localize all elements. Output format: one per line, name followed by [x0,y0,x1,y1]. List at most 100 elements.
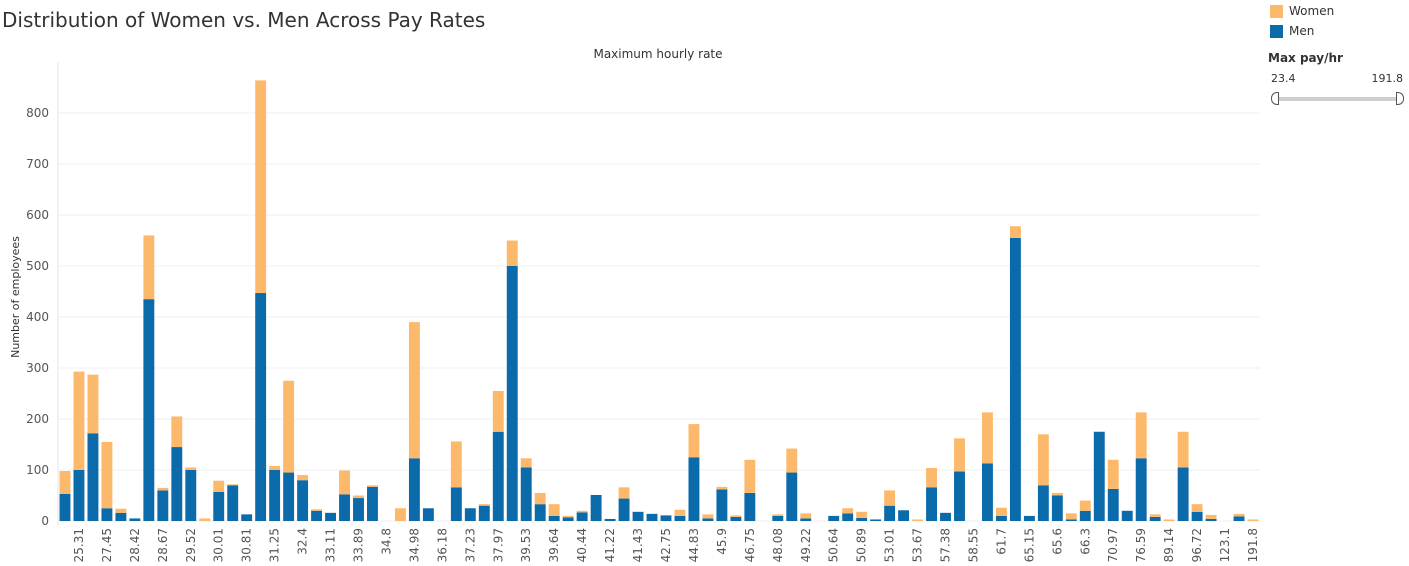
bar-men[interactable] [744,492,756,521]
bar-men[interactable] [1023,515,1035,521]
bar-women[interactable] [1177,431,1189,468]
bar-men[interactable] [255,293,267,521]
bar-men[interactable] [702,518,714,521]
bar-men[interactable] [297,480,309,521]
bar-men[interactable] [534,504,546,521]
bar-men[interactable] [241,514,253,521]
bar-women[interactable] [995,507,1007,516]
bar-men[interactable] [101,508,113,521]
bar-men[interactable] [1065,519,1077,521]
bar-men[interactable] [576,512,588,521]
legend-item-women[interactable]: Women [1270,2,1334,20]
bar-men[interactable] [143,299,155,521]
bar-men[interactable] [269,470,281,521]
bar-men[interactable] [548,515,560,521]
bar-men[interactable] [870,519,882,521]
bar-women[interactable] [297,475,309,481]
bar-men[interactable] [1177,467,1189,521]
bar-men[interactable] [171,447,183,521]
bar-men[interactable] [842,513,854,521]
bar-women[interactable] [562,515,574,518]
bar-women[interactable] [283,380,295,473]
bar-women[interactable] [367,485,378,487]
bar-women[interactable] [1247,519,1259,521]
bar-women[interactable] [73,371,85,470]
range-slider-track[interactable] [1274,97,1398,101]
bar-men[interactable] [408,458,420,521]
bar-men[interactable] [1233,516,1245,521]
bar-women[interactable] [800,513,812,519]
bar-men[interactable] [1079,510,1091,521]
bar-women[interactable] [954,438,965,472]
bar-women[interactable] [926,467,937,488]
bar-men[interactable] [646,513,658,521]
bar-women[interactable] [213,480,225,492]
bar-women[interactable] [772,514,784,516]
bar-men[interactable] [1191,511,1203,521]
bar-men[interactable] [982,463,993,521]
bar-women[interactable] [520,458,532,468]
bar-men[interactable] [618,498,630,521]
bar-women[interactable] [1009,226,1021,238]
bar-men[interactable] [1135,458,1147,521]
bar-women[interactable] [912,519,924,521]
bar-men[interactable] [1009,237,1021,521]
bar-women[interactable] [1135,412,1147,459]
bar-women[interactable] [227,484,239,486]
bar-women[interactable] [1079,500,1091,511]
bar-women[interactable] [269,465,281,470]
bar-women[interactable] [353,495,364,499]
bar-men[interactable] [1149,516,1161,521]
bar-women[interactable] [534,492,546,505]
bar-men[interactable] [730,516,742,521]
bar-men[interactable] [995,515,1007,521]
bar-women[interactable] [884,490,896,506]
bar-women[interactable] [548,504,560,516]
bar-men[interactable] [115,512,127,521]
bar-women[interactable] [492,390,504,432]
bar-men[interactable] [367,486,378,521]
bar-men[interactable] [227,485,239,521]
bar-women[interactable] [576,510,588,513]
bar-men[interactable] [562,517,574,521]
bar-women[interactable] [506,240,518,267]
bar-men[interactable] [940,512,951,521]
bar-women[interactable] [786,448,798,473]
bar-women[interactable] [688,424,700,458]
bar-men[interactable] [506,266,518,521]
bar-women[interactable] [1191,504,1203,512]
bar-men[interactable] [1121,510,1133,521]
bar-women[interactable] [744,459,756,493]
bar-women[interactable] [115,508,127,513]
bar-men[interactable] [1093,431,1105,521]
bar-women[interactable] [702,514,714,519]
bar-women[interactable] [59,471,71,494]
bar-women[interactable] [1065,513,1077,520]
bar-men[interactable] [311,510,323,521]
bar-women[interactable] [716,486,728,490]
bar-men[interactable] [800,518,812,521]
bar-men[interactable] [772,515,784,521]
bar-women[interactable] [856,511,868,518]
bar-women[interactable] [408,322,420,459]
bar-men[interactable] [632,511,644,521]
bar-men[interactable] [283,472,295,521]
bar-men[interactable] [1107,488,1119,521]
bar-men[interactable] [660,515,672,521]
bar-men[interactable] [339,494,350,521]
bar-women[interactable] [618,487,630,499]
bar-women[interactable] [842,508,854,514]
range-slider-max-handle[interactable] [1396,92,1404,105]
bar-men[interactable] [828,515,840,521]
bar-men[interactable] [157,490,169,521]
bar-women[interactable] [1205,514,1217,519]
bar-men[interactable] [898,510,910,521]
bar-women[interactable] [185,467,197,470]
bar-women[interactable] [982,412,993,464]
range-slider-min-handle[interactable] [1271,92,1279,105]
legend-item-men[interactable]: Men [1270,22,1314,40]
bar-men[interactable] [422,508,434,521]
bar-men[interactable] [325,512,336,521]
bar-men[interactable] [604,518,616,521]
bar-men[interactable] [674,515,686,521]
